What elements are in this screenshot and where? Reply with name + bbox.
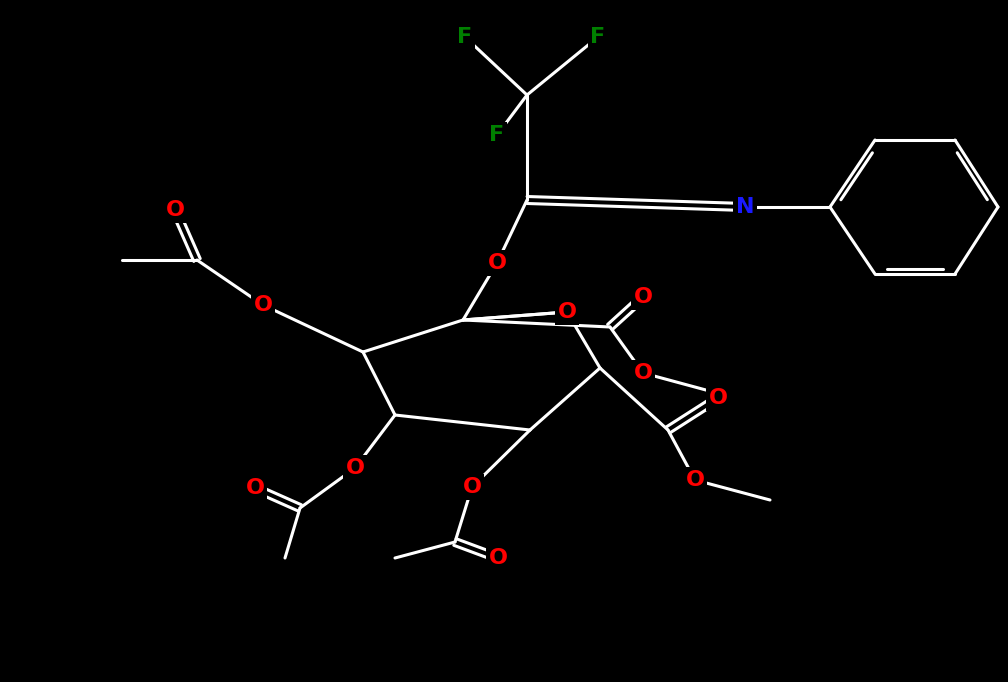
Text: O: O <box>488 253 506 273</box>
Text: F: F <box>458 27 473 47</box>
Text: F: F <box>490 125 505 145</box>
Text: F: F <box>591 27 606 47</box>
Text: O: O <box>346 458 365 478</box>
Text: O: O <box>253 295 272 315</box>
Text: O: O <box>463 477 482 497</box>
Text: O: O <box>633 363 652 383</box>
Text: O: O <box>489 548 507 568</box>
Text: O: O <box>709 388 728 408</box>
Text: O: O <box>246 478 264 498</box>
Text: N: N <box>736 197 754 217</box>
Text: O: O <box>557 302 577 322</box>
Text: O: O <box>685 470 705 490</box>
Text: O: O <box>165 200 184 220</box>
Text: O: O <box>633 287 652 307</box>
